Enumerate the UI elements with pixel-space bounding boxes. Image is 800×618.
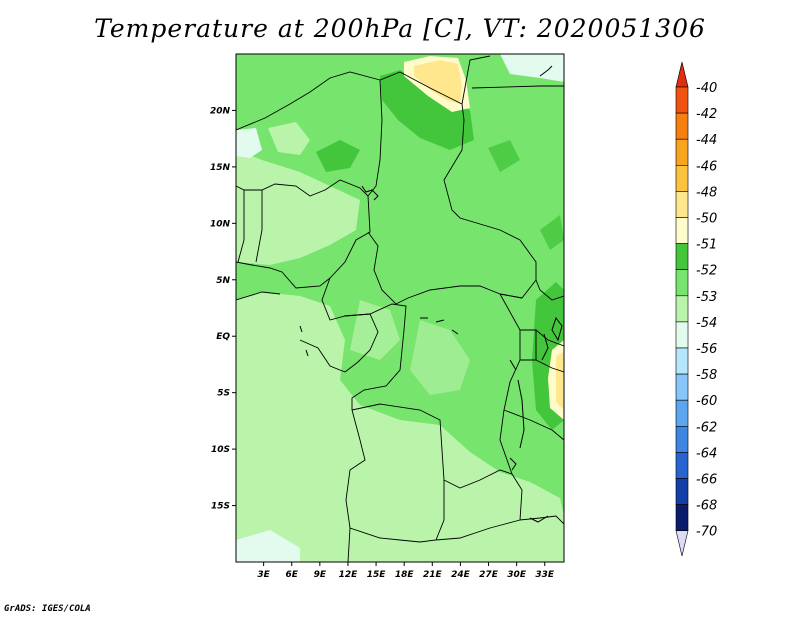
y-tick-label: 10S: [211, 445, 230, 455]
colorbar-label: -42: [696, 107, 717, 122]
colorbar-label: -51: [696, 238, 717, 253]
colorbar-swatch: [675, 86, 689, 114]
country-boundaries: [236, 55, 564, 562]
colorbar-label: -50: [696, 212, 717, 227]
colorbar-swatch: [675, 269, 689, 297]
colorbar-swatch: [675, 295, 689, 323]
field-56-region-northeast: [500, 54, 564, 82]
colorbar-swatch: [675, 399, 689, 427]
x-tick-label: 6E: [286, 570, 299, 580]
colorbar-label: -54: [696, 316, 717, 331]
colorbar-label: -60: [696, 394, 717, 409]
colorbar-label: -66: [696, 473, 717, 488]
field-52-regions: [316, 70, 564, 430]
colorbar-swatch: [675, 452, 689, 479]
colorbar-swatch: [675, 321, 689, 349]
colorbar-swatch: [675, 191, 689, 218]
x-tick-label: 3E: [257, 570, 270, 580]
x-tick-label: 24E: [451, 570, 471, 580]
colorbar-label: -56: [696, 342, 717, 357]
colorbar-label: -70: [696, 525, 717, 540]
x-tick-label: 18E: [395, 570, 415, 580]
colorbar-label: -68: [696, 499, 717, 514]
colorbar-label: -52: [696, 264, 717, 279]
y-tick-label: 5S: [217, 389, 230, 399]
y-tick-label: EQ: [216, 332, 230, 342]
y-tick-label: 20N: [210, 106, 231, 116]
colorbar-swatch: [675, 138, 689, 166]
map-frame: [235, 53, 565, 563]
colorbar-label: -62: [696, 420, 717, 435]
x-tick-label: 30E: [507, 570, 527, 580]
field-50-region-east: [556, 352, 564, 410]
colorbar-label: -58: [696, 368, 717, 383]
colorbar-swatch: [675, 478, 689, 505]
colorbar-label: -53: [696, 290, 717, 305]
y-tick-label: 5N: [216, 276, 230, 286]
colorbar-label: -48: [696, 185, 717, 200]
x-tick-label: 33E: [535, 570, 555, 580]
colorbar-swatch: [675, 504, 689, 532]
colorbar-bottom-arrow: [675, 530, 689, 557]
x-tick-label: 21E: [423, 570, 443, 580]
colorbar-swatch: [675, 217, 689, 244]
chart-title: Temperature at 200hPa [C], VT: 202005130…: [94, 14, 706, 43]
colorbar-label: -64: [696, 446, 717, 461]
colorbar-swatch: [675, 347, 689, 375]
colorbar-swatch: [675, 373, 689, 401]
field-56-region-west: [236, 128, 262, 158]
colorbar-top-arrow: [675, 61, 689, 88]
colorbar-swatch: [675, 243, 689, 271]
lakes-coastline: [299, 65, 563, 523]
colorbar-swatch: [675, 425, 689, 453]
y-axis: 20N 15N 10N 5N EQ 5S 10S 15S: [210, 106, 236, 512]
colorbar-swatch: [675, 165, 689, 192]
y-tick-label: 10N: [210, 219, 231, 229]
x-axis: 3E 6E 9E 12E 15E 18E 21E 24E 27E 30E 33E: [257, 562, 555, 580]
field-56-region-southwest: [236, 530, 300, 562]
colorbar-label: -46: [696, 159, 717, 174]
y-tick-label: 15N: [210, 163, 231, 173]
colorbar-swatch: [675, 112, 689, 140]
y-tick-label: 15S: [211, 502, 230, 512]
field-50-region-north: [414, 60, 462, 104]
x-tick-label: 15E: [367, 570, 387, 580]
x-tick-label: 27E: [479, 570, 499, 580]
x-tick-label: 12E: [339, 570, 359, 580]
credit-text: GrADS: IGES/COLA: [4, 604, 91, 614]
colorbar-label: -40: [696, 81, 717, 96]
colorbar-label: -44: [696, 133, 717, 148]
x-tick-label: 9E: [314, 570, 327, 580]
